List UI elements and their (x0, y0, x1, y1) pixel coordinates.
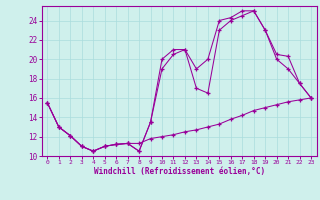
X-axis label: Windchill (Refroidissement éolien,°C): Windchill (Refroidissement éolien,°C) (94, 167, 265, 176)
